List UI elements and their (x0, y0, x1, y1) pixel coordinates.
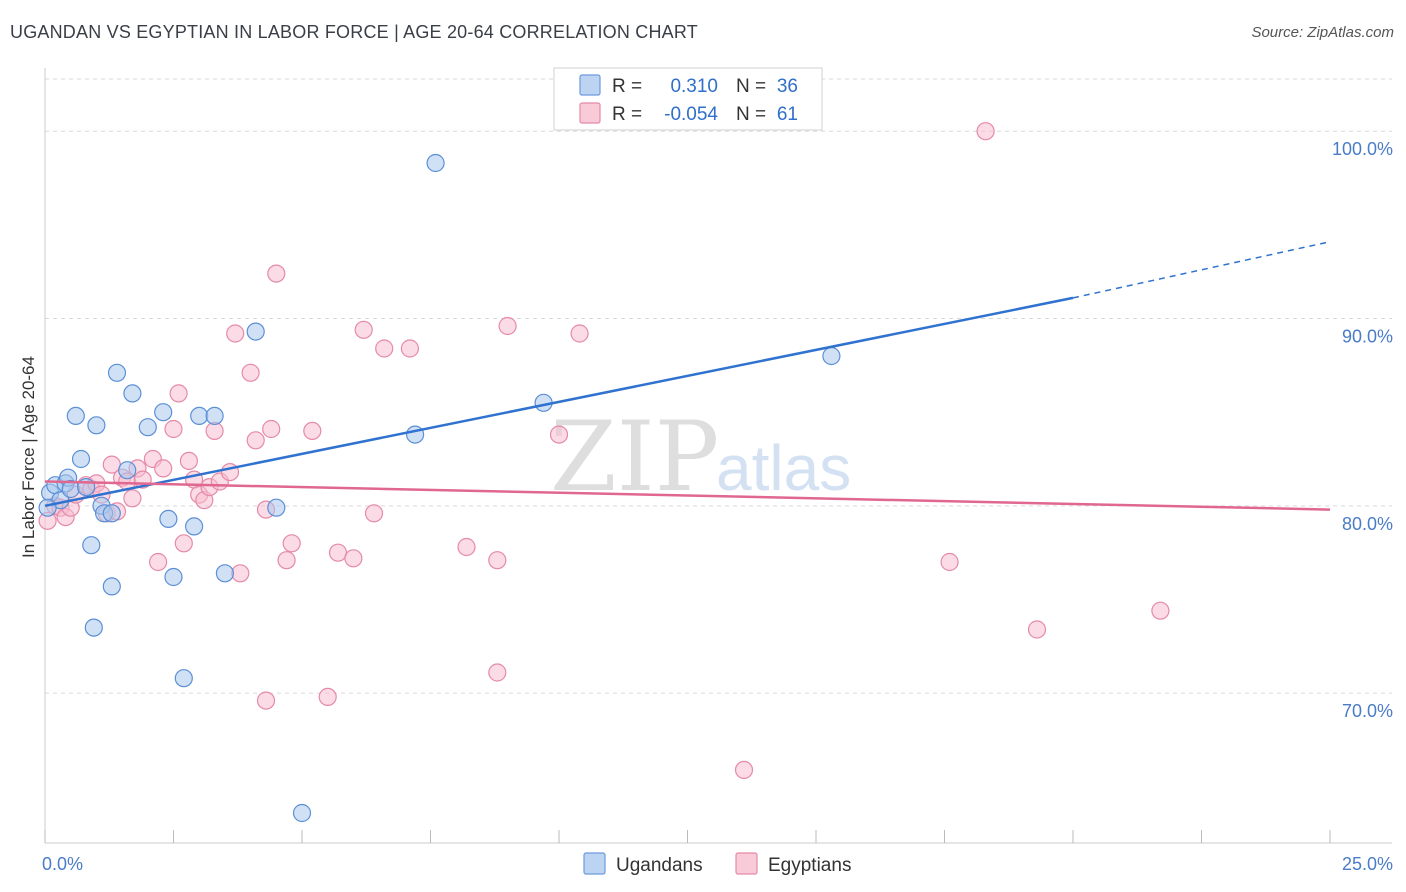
egyptian-point (498, 316, 517, 336)
y-tick-label: 100.0% (1332, 139, 1393, 159)
ugandan-point (292, 803, 312, 823)
egyptian-point (303, 421, 322, 440)
egyptian-point (400, 339, 419, 358)
ugandan-point (138, 418, 157, 437)
gridlines (45, 78, 1392, 694)
y-tick-label: 80.0% (1342, 514, 1393, 534)
egyptian-point (256, 691, 276, 710)
egyptian-point (1027, 620, 1047, 639)
ugandan-point (38, 498, 57, 517)
ugandan-point (267, 498, 286, 517)
ugandan-point (205, 406, 224, 425)
legend-n-value-ugandans: 36 (777, 76, 798, 97)
bottom-legend-swatch-egyptians (735, 852, 758, 875)
legend-swatch-egyptians (579, 102, 601, 124)
legend-n-label-ugandans: N = (736, 76, 766, 97)
ugandans-trend-line (44, 296, 1074, 508)
ugandan-point (118, 461, 137, 480)
egyptian-point (570, 324, 589, 343)
stats-legend: R = 0.310 N = 36 R = -0.054 N = 61 (553, 67, 823, 131)
ugandans-trend-extension (1072, 240, 1331, 299)
ugandan-point (84, 618, 103, 637)
egyptian-point (262, 419, 281, 439)
egyptian-point (179, 451, 198, 470)
egyptian-point (328, 543, 348, 562)
egyptian-point (734, 760, 754, 780)
x-tick-label: 25.0% (1342, 854, 1393, 874)
ugandan-point (185, 517, 204, 536)
egyptian-point (344, 549, 363, 568)
egyptian-point (375, 339, 394, 358)
egyptian-point (154, 459, 173, 478)
ugandan-point (164, 567, 183, 587)
ugandan-point (159, 509, 178, 529)
y-tick-label: 90.0% (1342, 327, 1393, 347)
legend-swatch-ugandans (579, 74, 601, 96)
egyptian-point (976, 122, 995, 141)
egyptian-point (241, 363, 260, 382)
bottom-legend-label-egyptians: Egyptians (768, 855, 851, 876)
x-tick-label: 0.0% (42, 854, 83, 874)
ugandan-point (102, 577, 121, 596)
egyptians-trend-line (44, 480, 1331, 511)
watermark-atlas: atlas (716, 432, 851, 504)
egyptian-point (277, 551, 296, 570)
egyptian-point (282, 534, 301, 553)
egyptian-point (318, 687, 337, 707)
egyptian-point (149, 552, 168, 572)
egyptian-point (940, 552, 959, 572)
egyptian-point (488, 551, 507, 570)
ugandan-point (215, 564, 234, 583)
trend-lines (44, 240, 1331, 511)
legend-n-label-egyptians: N = (736, 104, 766, 125)
egyptian-point (231, 564, 250, 583)
tick-labels: 70.0% 80.0% 90.0% 100.0% 0.0% 25.0% (42, 139, 1393, 874)
egyptian-point (549, 425, 569, 444)
ugandan-point (190, 406, 209, 425)
legend-n-value-egyptians: 61 (777, 104, 798, 125)
egyptian-point (174, 534, 193, 553)
ugandan-point (107, 363, 127, 382)
y-tick-label: 70.0% (1342, 701, 1393, 721)
ugandan-point (426, 153, 445, 173)
series-legend: Ugandans Egyptians (583, 852, 851, 876)
egyptian-point (488, 663, 507, 682)
legend-r-label-ugandans: R = (612, 76, 642, 97)
y-axis-title: In Labor Force | Age 20-64 (19, 356, 38, 558)
ugandan-point (154, 403, 173, 422)
ugandan-point (246, 322, 265, 341)
egyptian-point (226, 324, 245, 343)
source-credit: Source: ZipAtlas.com (1251, 24, 1394, 41)
egyptian-point (354, 320, 373, 339)
ugandan-point (123, 384, 142, 403)
egyptian-point (123, 489, 142, 508)
axes (44, 68, 1392, 844)
egyptian-point (169, 384, 188, 403)
egyptian-point (1151, 601, 1170, 620)
ugandan-point (822, 346, 841, 366)
ugandan-point (102, 504, 121, 523)
egyptian-point (267, 264, 286, 283)
ugandan-point (66, 406, 85, 425)
legend-r-value-ugandans: 0.310 (670, 76, 718, 97)
egyptian-point (164, 419, 183, 439)
bottom-legend-swatch-ugandans (583, 852, 606, 875)
bottom-legend-label-ugandans: Ugandans (616, 855, 703, 876)
legend-r-value-egyptians: -0.054 (664, 104, 718, 125)
ugandan-point (87, 416, 106, 435)
chart-title: UGANDAN VS EGYPTIAN IN LABOR FORCE | AGE… (10, 22, 698, 42)
egyptian-point (364, 504, 384, 523)
legend-r-label-egyptians: R = (612, 104, 642, 125)
ugandan-point (71, 449, 91, 469)
egyptian-point (246, 431, 265, 450)
ugandan-point (82, 536, 101, 555)
egyptian-point (457, 537, 476, 557)
ugandan-point (174, 669, 193, 688)
